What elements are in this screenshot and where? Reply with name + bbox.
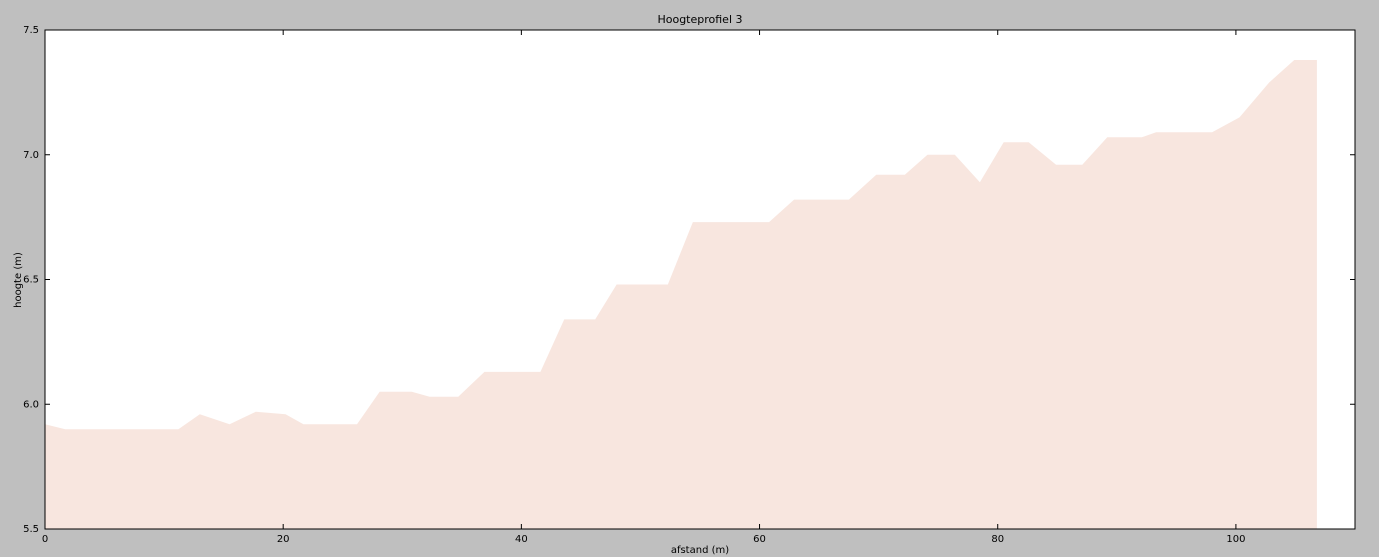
x-tick-label: 0 bbox=[42, 534, 48, 545]
chart-title: Hoogteprofiel 3 bbox=[657, 13, 742, 26]
x-tick-label: 20 bbox=[277, 534, 290, 545]
area bbox=[45, 59, 1317, 529]
y-tick-label: 5.5 bbox=[23, 524, 39, 535]
y-tick-label: 7.0 bbox=[23, 150, 39, 161]
y-axis-label: hoogte (m) bbox=[13, 252, 24, 308]
x-tick-label: 100 bbox=[1226, 534, 1245, 545]
x-tick-label: 80 bbox=[991, 534, 1004, 545]
x-tick-label: 60 bbox=[753, 534, 766, 545]
x-tick-label: 40 bbox=[515, 534, 528, 545]
x-axis-label: afstand (m) bbox=[671, 545, 729, 556]
y-tick-label: 6.5 bbox=[23, 275, 39, 286]
y-tick-label: 7.5 bbox=[23, 25, 39, 36]
y-tick-label: 6.0 bbox=[23, 399, 39, 410]
